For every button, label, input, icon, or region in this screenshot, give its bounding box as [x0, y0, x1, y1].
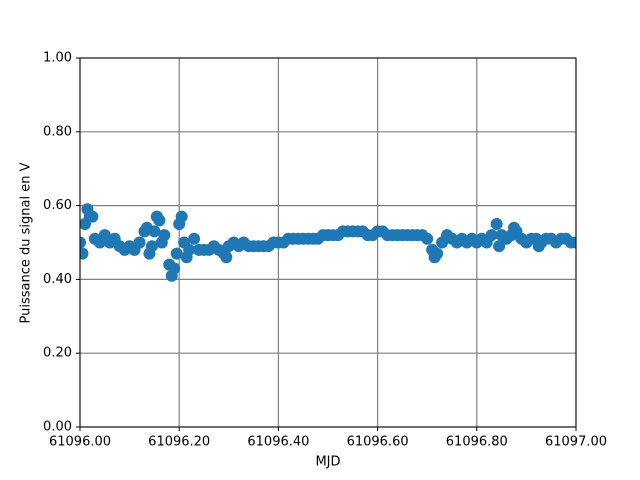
point: [168, 262, 181, 275]
y-tick-label: 0.00: [43, 420, 72, 435]
point: [220, 251, 233, 264]
plot-frame: [79, 57, 577, 428]
y-tick-label: 0.20: [43, 346, 72, 361]
point: [148, 225, 161, 238]
point: [431, 247, 444, 260]
point: [570, 236, 576, 249]
point: [170, 247, 183, 260]
y-tick-label: 0.40: [43, 272, 72, 287]
point: [421, 232, 434, 245]
x-tick-label: 61096.40: [247, 435, 309, 450]
x-tick-label: 61096.20: [148, 435, 210, 450]
point: [493, 240, 506, 253]
point: [183, 243, 196, 256]
x-tick-label: 61097.00: [545, 435, 607, 450]
x-tick-label: 61096.00: [49, 435, 111, 450]
y-tick-label: 0.60: [43, 198, 72, 213]
y-axis-label: Puissance du signal en V: [19, 162, 34, 323]
point: [188, 232, 201, 245]
point: [175, 210, 188, 223]
point: [145, 240, 158, 253]
point: [153, 214, 166, 227]
point: [80, 247, 89, 260]
point: [158, 229, 171, 242]
point: [490, 218, 503, 231]
y-tick-label: 0.80: [43, 124, 72, 139]
x-tick-label: 61096.80: [446, 435, 508, 450]
point: [80, 236, 86, 249]
point: [485, 229, 498, 242]
x-tick-label: 61096.60: [347, 435, 409, 450]
point: [86, 210, 99, 223]
point: [133, 236, 146, 249]
x-axis-label: MJD: [315, 455, 340, 470]
y-tick-label: 1.00: [43, 51, 72, 66]
